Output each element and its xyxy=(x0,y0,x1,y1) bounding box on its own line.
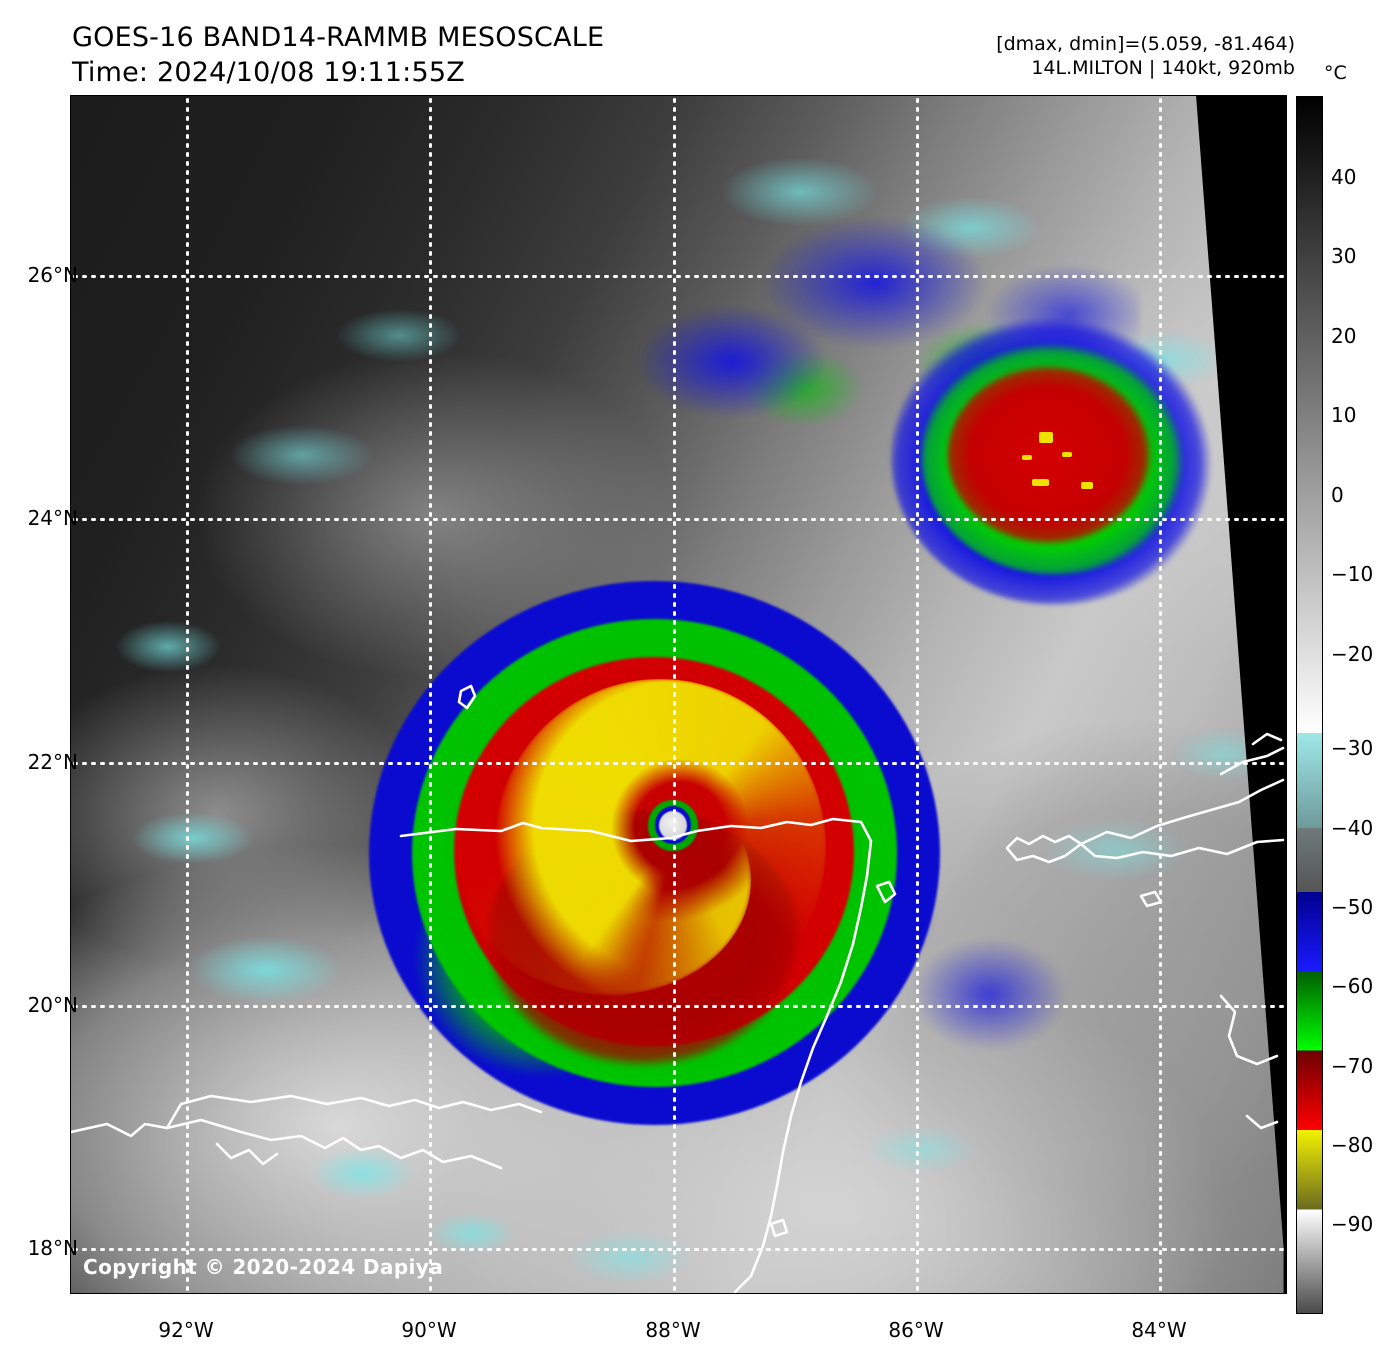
dmax-dmin-label: [dmax, dmin]=(5.059, -81.464) xyxy=(996,33,1295,55)
copyright-label: Copyright © 2020-2024 Dapiya xyxy=(83,1255,444,1279)
colorbar-unit-label: °C xyxy=(1324,62,1347,84)
cluster-yellow-speck xyxy=(1061,452,1072,457)
colorbar-gradient xyxy=(1297,97,1322,1313)
lat-tick-label: 22°N xyxy=(27,750,78,774)
cluster-yellow-speck xyxy=(1032,478,1049,487)
lat-tick-label: 24°N xyxy=(27,506,78,530)
plot-inner: Copyright © 2020-2024 Dapiya xyxy=(71,96,1286,1293)
colorbar-tick-label: −20 xyxy=(1331,642,1374,666)
timestamp-label: Time: 2024/10/08 19:11:55Z xyxy=(72,57,465,89)
page-title: GOES-16 BAND14-RAMMB MESOSCALE xyxy=(72,22,605,53)
colorbar-tick-label: 10 xyxy=(1331,403,1357,427)
colorbar-tick-label: −50 xyxy=(1331,895,1374,919)
colorbar-tick-label: 20 xyxy=(1331,324,1357,348)
metadata-block: [dmax, dmin]=(5.059, -81.464) 14L.MILTON… xyxy=(996,32,1295,81)
colorbar-tick-label: −30 xyxy=(1331,736,1374,760)
colorbar-tick-label: −80 xyxy=(1331,1133,1374,1157)
colorbar-tick-label: −10 xyxy=(1331,562,1374,586)
gridline-lat-22N xyxy=(71,762,1286,765)
lon-tick-label: 84°W xyxy=(1131,1318,1187,1342)
temperature-colorbar xyxy=(1296,96,1323,1314)
storm-info-label: 14L.MILTON | 140kt, 920mb xyxy=(1031,57,1295,80)
lon-tick-label: 86°W xyxy=(888,1318,944,1342)
lon-tick-label: 88°W xyxy=(645,1318,701,1342)
colorbar-tick-label: 0 xyxy=(1331,483,1344,507)
colorbar-tick-label: −40 xyxy=(1331,816,1374,840)
lat-tick-label: 20°N xyxy=(27,993,78,1017)
cluster-yellow-speck xyxy=(1022,455,1033,460)
satellite-image-plot: Copyright © 2020-2024 Dapiya xyxy=(70,95,1287,1294)
colorbar-tick-label: 40 xyxy=(1331,165,1357,189)
gridline-lon-88W xyxy=(673,96,676,1293)
colorbar-tick-label: −60 xyxy=(1331,974,1374,998)
gridline-lat-24N xyxy=(71,518,1286,521)
gridline-lon-90W xyxy=(429,96,432,1293)
cluster-core-red xyxy=(946,364,1157,547)
cluster-yellow-speck xyxy=(1038,431,1054,444)
hurricane-milton xyxy=(368,580,940,1126)
lat-tick-label: 18°N xyxy=(27,1236,78,1260)
lat-tick-label: 26°N xyxy=(27,263,78,287)
gridline-lat-26N xyxy=(71,275,1286,278)
colorbar-tick-label: −90 xyxy=(1331,1212,1374,1236)
gridline-lon-92W xyxy=(186,96,189,1293)
cluster-yellow-speck xyxy=(1081,481,1093,489)
gridline-lat-18N xyxy=(71,1248,1286,1251)
eyewall-band-yellow-inner xyxy=(465,765,752,995)
colorbar-tick-label: −70 xyxy=(1331,1054,1374,1078)
gridline-lat-20N xyxy=(71,1005,1286,1008)
lon-tick-label: 90°W xyxy=(401,1318,457,1342)
gridline-lon-84W xyxy=(1159,96,1162,1293)
gridline-lon-86W xyxy=(916,96,919,1293)
colorbar-tick-label: 30 xyxy=(1331,244,1357,268)
lon-tick-label: 92°W xyxy=(158,1318,214,1342)
secondary-convective-cluster xyxy=(891,311,1220,605)
title-block: GOES-16 BAND14-RAMMB MESOSCALE Time: 202… xyxy=(72,20,604,90)
